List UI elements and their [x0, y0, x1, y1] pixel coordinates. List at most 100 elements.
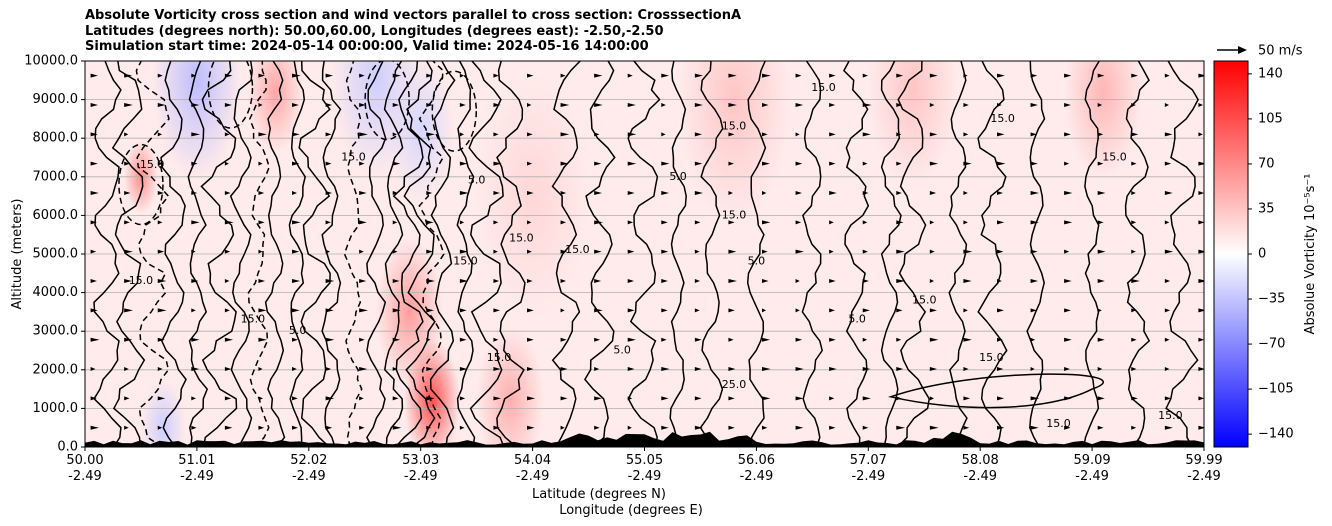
wind-vector	[829, 337, 836, 342]
wind-vector	[157, 103, 166, 108]
wind-vector	[929, 191, 937, 196]
wind-vector	[896, 279, 906, 284]
contour-label: 15.0	[1158, 409, 1183, 422]
wind-vector	[258, 396, 263, 401]
wind-vector	[694, 367, 702, 372]
contour-line	[383, 61, 404, 447]
wind-vector	[627, 73, 633, 78]
wind-vector	[661, 132, 666, 137]
wind-vector	[896, 132, 902, 137]
wind-vector	[292, 308, 300, 313]
wind-vector	[191, 396, 197, 401]
y-tick-label: 1000.0	[33, 401, 79, 416]
wind-vector	[829, 220, 834, 225]
colorbar-tick-label: 0	[1258, 247, 1266, 262]
wind-vector	[1097, 161, 1104, 166]
wind-vector	[224, 73, 233, 78]
wind-vector	[527, 367, 534, 372]
wind-vector	[359, 220, 367, 225]
wind-vector	[829, 279, 836, 284]
wind-vector	[325, 73, 334, 78]
wind-vector	[896, 367, 904, 372]
vorticity-patch	[140, 378, 186, 447]
wind-vector	[862, 191, 869, 196]
wind-vector	[527, 396, 536, 401]
wind-vector	[90, 308, 98, 313]
wind-vector	[694, 279, 701, 284]
wind-vector	[1131, 191, 1136, 196]
wind-vector	[90, 191, 99, 196]
wind-vector	[996, 73, 1005, 78]
contour-line	[298, 61, 331, 447]
wind-vector	[459, 191, 469, 196]
contour-line	[264, 61, 286, 447]
wind-vector	[1064, 191, 1073, 196]
wind-vector	[896, 103, 903, 108]
wind-vector	[1030, 73, 1038, 78]
wind-vector	[426, 191, 433, 196]
wind-vector	[929, 73, 938, 78]
wind-vector	[1198, 425, 1204, 430]
wind-vector	[392, 396, 399, 401]
wind-vector	[90, 396, 97, 401]
wind-vector	[426, 396, 435, 401]
contour-line	[1083, 61, 1100, 447]
wind-vector	[392, 367, 397, 372]
wind-vector	[862, 367, 871, 372]
wind-vector	[426, 132, 436, 137]
wind-vector	[661, 161, 670, 166]
wind-vector	[325, 103, 333, 108]
wind-vector	[996, 132, 1005, 137]
contour-line	[288, 61, 307, 447]
wind-vector	[929, 132, 938, 137]
wind-vector	[661, 396, 669, 401]
wind-vector	[392, 249, 398, 254]
contour-line	[111, 61, 146, 447]
wind-vector	[761, 337, 771, 342]
wind-vector	[191, 249, 196, 254]
contour-line	[200, 61, 238, 447]
wind-vector	[996, 308, 1005, 313]
wind-vector	[594, 103, 603, 108]
wind-vector	[224, 337, 234, 342]
wind-vector	[1164, 249, 1174, 254]
wind-vector	[1198, 279, 1204, 284]
wind-vector	[392, 308, 401, 313]
wind-vector	[1097, 279, 1105, 284]
wind-vector	[761, 308, 767, 313]
wind-vector	[829, 396, 835, 401]
wind-vector	[1198, 337, 1204, 342]
wind-vector	[124, 73, 133, 78]
x-tick-label-lat: 57.07	[850, 453, 887, 468]
wind-vector	[1131, 132, 1139, 137]
wind-vector	[191, 308, 196, 313]
x-tick-label-lon: -2.49	[1075, 469, 1109, 484]
x-tick-label-lat: 55.05	[626, 453, 663, 468]
wind-vector	[728, 337, 734, 342]
chart-title: Absolute Vorticity cross section and win…	[85, 8, 741, 55]
wind-vector	[493, 337, 499, 342]
wind-vector	[493, 161, 502, 166]
wind-vector	[392, 337, 401, 342]
wind-vector	[90, 367, 96, 372]
wind-vector	[292, 367, 297, 372]
wind-vector	[795, 308, 800, 313]
wind-vector	[527, 279, 533, 284]
wind-vector	[1164, 191, 1173, 196]
wind-vector	[224, 191, 231, 196]
colorbar-tick-label: 105	[1258, 111, 1283, 126]
contour-line	[669, 61, 687, 447]
colorbar-tick-label: −140	[1258, 427, 1294, 442]
contour-label: 15.0	[241, 313, 266, 326]
wind-vector	[1198, 103, 1203, 108]
wind-vector	[157, 220, 163, 225]
wind-vector	[325, 132, 332, 137]
wind-vector	[1097, 308, 1102, 313]
wind-vector	[963, 220, 968, 225]
wind-vector	[124, 308, 133, 313]
wind-vector	[459, 425, 465, 430]
wind-vector	[627, 367, 635, 372]
wind-vector	[996, 396, 1005, 401]
contour-label: 15.0	[811, 81, 836, 94]
wind-vector	[1164, 103, 1170, 108]
